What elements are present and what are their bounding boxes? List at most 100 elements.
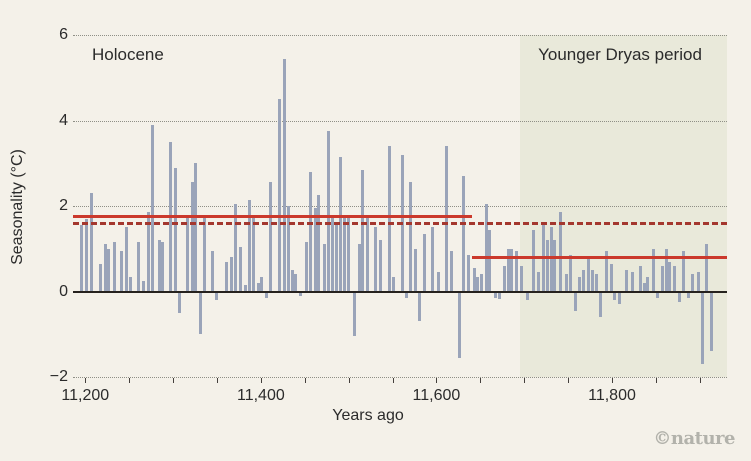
bar <box>678 291 682 303</box>
bar <box>660 265 664 292</box>
bar <box>277 99 281 292</box>
gridline-y--2 <box>73 377 727 378</box>
x-tick <box>480 378 482 383</box>
x-tick <box>348 378 350 383</box>
y-axis-title: Seasonality (°C) <box>9 149 26 265</box>
y-tick-label: 6 <box>59 26 68 43</box>
bar <box>98 263 102 292</box>
x-axis-title: Years ago <box>332 407 404 424</box>
bar <box>696 272 700 292</box>
bar <box>526 291 530 301</box>
bar <box>247 199 251 292</box>
bar <box>326 131 330 292</box>
bar <box>479 274 483 292</box>
bar <box>484 203 488 292</box>
x-tick <box>436 378 438 383</box>
bar <box>313 208 317 292</box>
bar <box>157 240 161 292</box>
bar <box>334 225 338 292</box>
bar <box>582 270 586 292</box>
bar <box>294 274 298 292</box>
gridline-y-4 <box>73 120 727 122</box>
x-tick <box>85 378 87 383</box>
bar <box>391 276 395 292</box>
x-tick-label: 11,200 <box>61 387 110 404</box>
x-tick <box>129 378 131 383</box>
bar <box>444 146 448 292</box>
bar <box>331 216 335 292</box>
bar <box>520 265 524 292</box>
bar <box>387 146 391 292</box>
bar <box>532 229 536 292</box>
x-tick <box>699 378 701 383</box>
bar <box>431 227 435 292</box>
bar <box>141 280 145 292</box>
bar <box>664 248 668 292</box>
x-tick-label: 11,600 <box>412 387 461 404</box>
bar <box>112 242 116 292</box>
bar <box>198 291 202 335</box>
bar <box>151 124 155 292</box>
bar <box>409 182 413 292</box>
bar <box>618 291 622 305</box>
bar <box>243 285 247 292</box>
bar <box>553 240 557 292</box>
x-tick <box>568 378 570 383</box>
bar <box>625 270 629 292</box>
bar <box>682 250 686 292</box>
bar <box>353 291 357 337</box>
bar <box>309 171 313 292</box>
bar <box>290 270 294 292</box>
bar <box>174 167 178 292</box>
bar <box>691 274 695 292</box>
bar <box>488 229 492 292</box>
bar <box>190 182 194 292</box>
bar <box>194 163 198 292</box>
y-tick-label: 4 <box>59 111 68 129</box>
x-tick <box>524 378 526 383</box>
bar <box>573 291 577 311</box>
bar <box>378 240 382 292</box>
bar <box>146 212 150 292</box>
bar <box>215 291 219 301</box>
y-tick-label: −2 <box>49 368 68 385</box>
bar <box>709 291 713 352</box>
nature-credit: ©nature <box>653 428 735 449</box>
bar <box>413 248 417 292</box>
bar <box>638 265 642 292</box>
bar <box>211 250 215 292</box>
bar <box>283 58 287 292</box>
holocene-mean-line <box>73 215 472 219</box>
bar <box>613 291 617 301</box>
bar <box>186 214 190 292</box>
x-tick <box>173 378 175 383</box>
bar <box>493 291 497 298</box>
bar <box>239 246 243 292</box>
bar <box>225 261 229 292</box>
bar <box>203 214 207 292</box>
bar <box>668 261 672 292</box>
bar <box>449 250 453 292</box>
bar <box>256 282 260 292</box>
x-tick <box>304 378 306 383</box>
bar <box>594 274 598 292</box>
bar <box>476 276 480 292</box>
bar <box>357 244 361 292</box>
bar <box>686 291 690 298</box>
bar <box>510 248 514 292</box>
bar <box>630 272 634 292</box>
bar <box>322 244 326 292</box>
gridline-y-2 <box>73 206 727 207</box>
bar <box>107 248 111 292</box>
bar <box>536 272 540 292</box>
bar <box>605 250 609 292</box>
x-tick-label: 11,400 <box>236 387 285 404</box>
bar <box>305 242 308 292</box>
bar <box>436 272 440 292</box>
bar <box>472 267 476 292</box>
bar <box>269 182 273 292</box>
bar <box>646 276 650 292</box>
bar <box>466 255 470 292</box>
bar <box>599 291 603 318</box>
